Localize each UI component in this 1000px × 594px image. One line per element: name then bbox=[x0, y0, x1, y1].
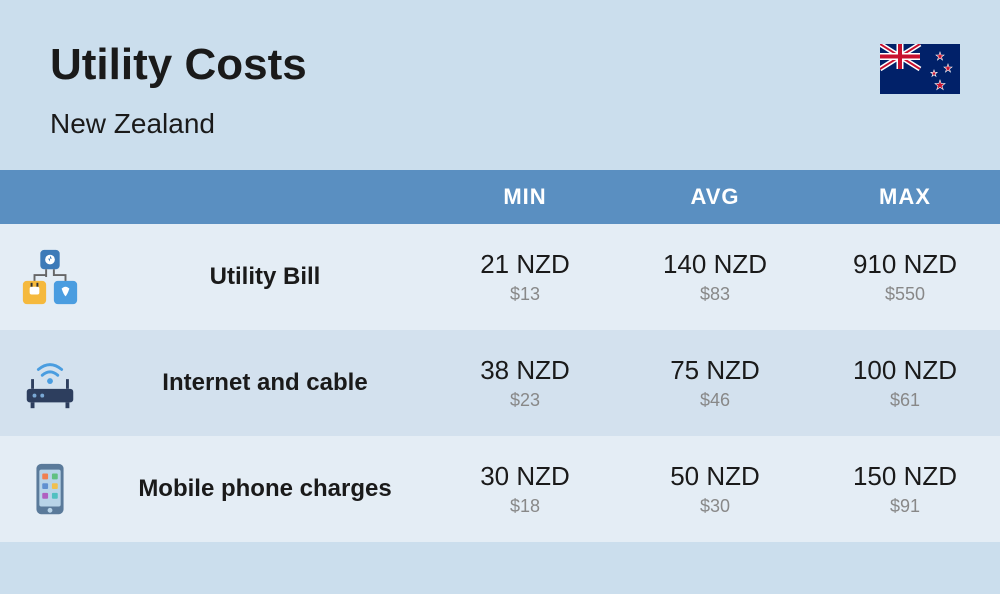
page-subtitle: New Zealand bbox=[50, 108, 950, 140]
val-sub: $550 bbox=[810, 284, 1000, 305]
cell-min: 38 NZD $23 bbox=[430, 330, 620, 436]
header: Utility Costs New Zealand bbox=[0, 0, 1000, 170]
val-main: 38 NZD bbox=[430, 355, 620, 386]
cell-max: 150 NZD $91 bbox=[810, 436, 1000, 542]
table-row: Mobile phone charges 30 NZD $18 50 NZD $… bbox=[0, 436, 1000, 542]
costs-table: MIN AVG MAX Utility Bill bbox=[0, 170, 1000, 542]
val-main: 21 NZD bbox=[430, 249, 620, 280]
val-main: 100 NZD bbox=[810, 355, 1000, 386]
val-main: 30 NZD bbox=[430, 461, 620, 492]
table-header-row: MIN AVG MAX bbox=[0, 170, 1000, 224]
header-label-col bbox=[100, 170, 430, 224]
val-sub: $18 bbox=[430, 496, 620, 517]
val-sub: $23 bbox=[430, 390, 620, 411]
val-sub: $46 bbox=[620, 390, 810, 411]
row-label: Internet and cable bbox=[100, 330, 430, 436]
val-main: 150 NZD bbox=[810, 461, 1000, 492]
val-sub: $61 bbox=[810, 390, 1000, 411]
val-main: 75 NZD bbox=[620, 355, 810, 386]
row-label: Utility Bill bbox=[100, 224, 430, 330]
row-label: Mobile phone charges bbox=[100, 436, 430, 542]
cell-avg: 75 NZD $46 bbox=[620, 330, 810, 436]
phone-icon bbox=[0, 436, 100, 542]
header-avg: AVG bbox=[620, 170, 810, 224]
utility-icon bbox=[0, 224, 100, 330]
header-max: MAX bbox=[810, 170, 1000, 224]
nz-flag-icon bbox=[880, 44, 960, 94]
val-sub: $91 bbox=[810, 496, 1000, 517]
cell-max: 910 NZD $550 bbox=[810, 224, 1000, 330]
cell-avg: 50 NZD $30 bbox=[620, 436, 810, 542]
cell-max: 100 NZD $61 bbox=[810, 330, 1000, 436]
val-main: 910 NZD bbox=[810, 249, 1000, 280]
header-icon-col bbox=[0, 170, 100, 224]
val-main: 140 NZD bbox=[620, 249, 810, 280]
val-main: 50 NZD bbox=[620, 461, 810, 492]
val-sub: $13 bbox=[430, 284, 620, 305]
val-sub: $30 bbox=[620, 496, 810, 517]
header-min: MIN bbox=[430, 170, 620, 224]
table-row: Utility Bill 21 NZD $13 140 NZD $83 910 … bbox=[0, 224, 1000, 330]
cell-avg: 140 NZD $83 bbox=[620, 224, 810, 330]
val-sub: $83 bbox=[620, 284, 810, 305]
cell-min: 30 NZD $18 bbox=[430, 436, 620, 542]
cell-min: 21 NZD $13 bbox=[430, 224, 620, 330]
page-title: Utility Costs bbox=[50, 40, 950, 90]
table-row: Internet and cable 38 NZD $23 75 NZD $46… bbox=[0, 330, 1000, 436]
router-icon bbox=[0, 330, 100, 436]
